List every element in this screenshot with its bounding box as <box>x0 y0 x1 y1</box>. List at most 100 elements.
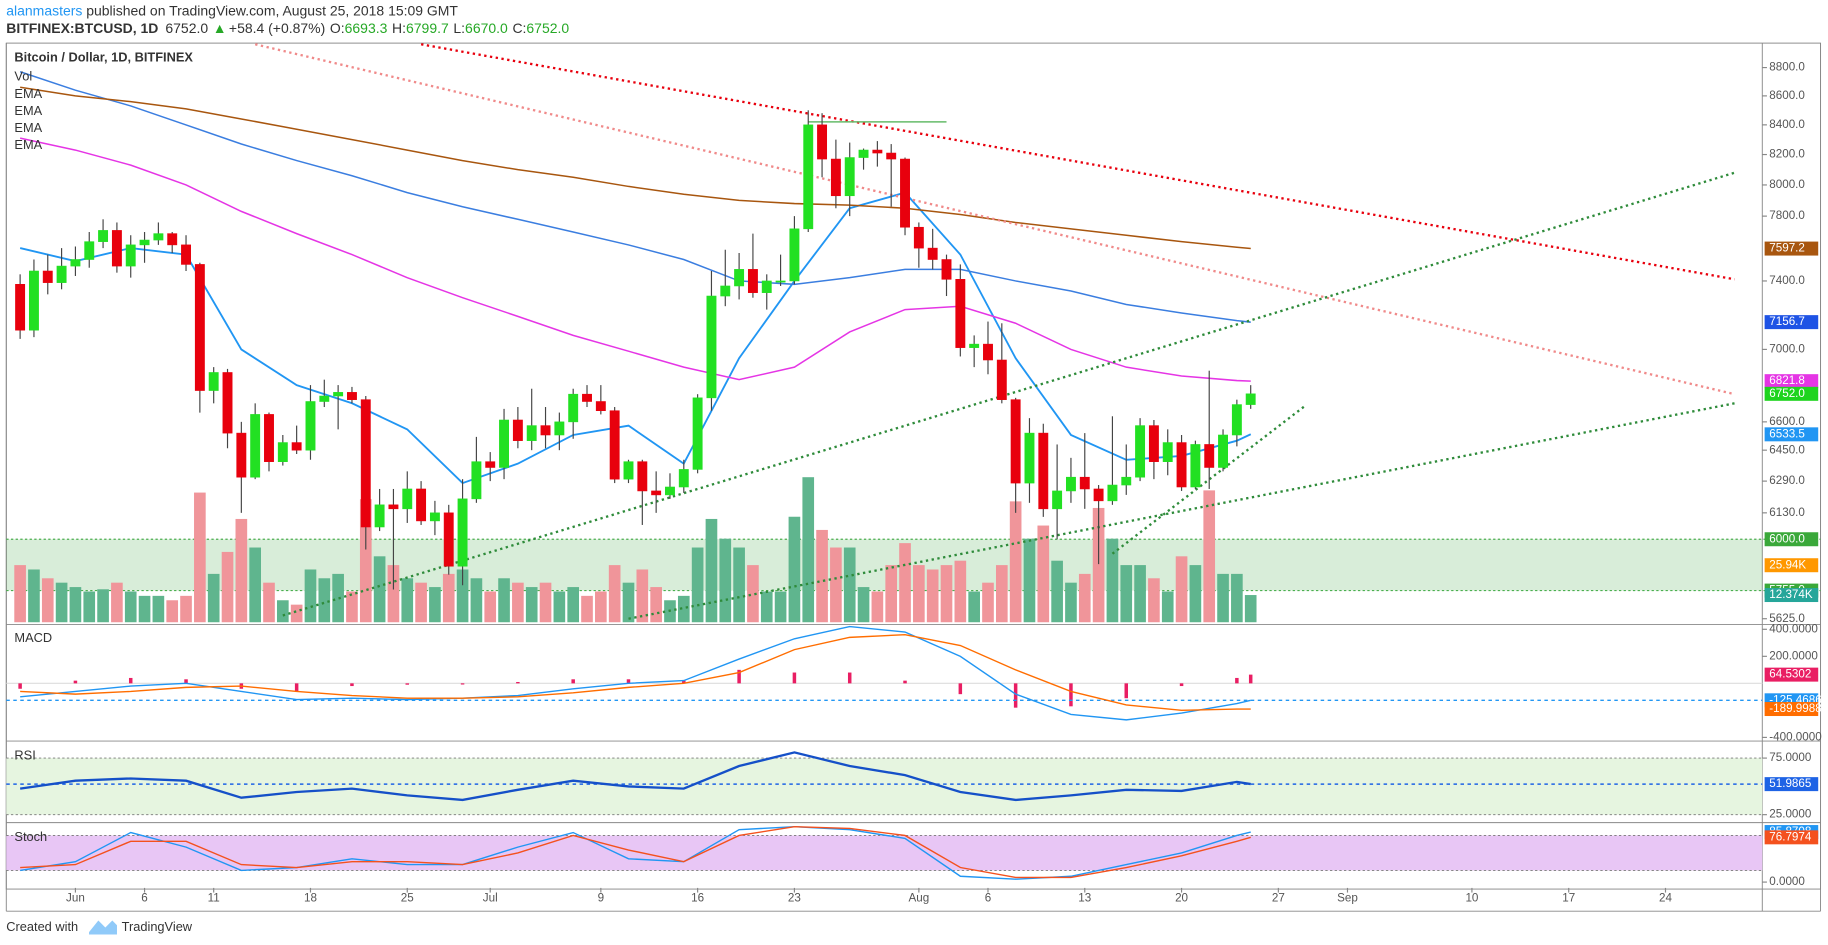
volume-bar <box>484 591 497 623</box>
value-badge-label: 64.5302 <box>1769 668 1811 681</box>
histogram-bar <box>903 680 907 684</box>
histogram-bar <box>792 672 797 684</box>
x-tick-label: 18 <box>304 891 317 904</box>
volume-bar <box>69 587 82 623</box>
volume-bar <box>553 591 566 623</box>
volume-bar <box>290 604 303 623</box>
volume-bar <box>1175 556 1188 623</box>
volume-bar <box>97 589 109 623</box>
candle-body <box>747 269 758 293</box>
volume-bar <box>774 591 787 623</box>
histogram-bar <box>516 681 520 684</box>
volume-bar <box>899 543 911 623</box>
trendline <box>420 43 1735 281</box>
candle-body <box>1121 476 1132 486</box>
volume-bar <box>1134 565 1146 623</box>
y-tick-label: 8600.0 <box>1769 89 1805 102</box>
candle-body <box>1245 393 1256 405</box>
volume-bar <box>816 529 828 623</box>
candle-body <box>540 425 551 436</box>
price-badge <box>1764 588 1819 603</box>
volume-bar <box>401 578 414 623</box>
volume-bar <box>885 565 898 623</box>
volume-bar <box>525 587 538 623</box>
volume-bar <box>691 547 704 623</box>
volume-bar <box>1244 595 1257 623</box>
x-tick-label: 10 <box>1465 891 1478 904</box>
price-badge-label: 6752.0 <box>1769 387 1805 400</box>
candle-body <box>886 152 897 160</box>
candle-body <box>70 259 81 267</box>
ohlc-value: 6752.0 <box>526 20 569 36</box>
candle-body <box>291 442 302 451</box>
price-badge <box>1764 241 1819 256</box>
volume-bar <box>318 578 331 623</box>
candle-body <box>277 442 288 462</box>
candle-body <box>858 149 869 158</box>
y-tick-label: 8400.0 <box>1769 118 1805 131</box>
legend-entry: EMA <box>14 137 42 152</box>
candle-body <box>360 399 371 528</box>
candle-body <box>1107 484 1118 502</box>
author[interactable]: alanmasters <box>6 2 82 18</box>
value-badge <box>1764 777 1819 792</box>
candle-body <box>153 233 164 241</box>
histogram-bar <box>460 683 465 685</box>
band <box>6 758 1763 815</box>
ohlc-key: C: <box>512 20 526 36</box>
candle-body <box>969 343 980 348</box>
candle-body <box>485 461 496 468</box>
ema-line <box>19 71 1251 323</box>
x-tick-label: Jul <box>483 891 498 904</box>
volume-bar <box>733 547 745 623</box>
volume-bar <box>456 569 469 623</box>
x-tick-label: 25 <box>401 891 414 904</box>
y-tick-label: 8000.0 <box>1769 178 1805 191</box>
indicator-line <box>20 633 1251 712</box>
volume-bar <box>498 578 510 623</box>
volume-bar <box>1203 490 1216 623</box>
price-badge <box>1764 374 1819 389</box>
histogram-bar <box>1235 677 1239 684</box>
volume-bar <box>1092 507 1105 623</box>
volume-bar <box>124 591 137 623</box>
candle-body <box>651 490 662 496</box>
candle-body <box>457 498 468 567</box>
candle-body <box>236 432 247 478</box>
y-tick-label: 5625.0 <box>1769 612 1805 625</box>
value-badge <box>1764 702 1819 717</box>
candle-body <box>194 264 205 391</box>
volume-bar <box>1051 560 1063 623</box>
candle-body <box>416 488 427 522</box>
volume-bar <box>788 516 801 623</box>
volume-bar <box>55 582 68 623</box>
volume-bar <box>913 565 925 623</box>
volume-bar <box>857 587 870 623</box>
y-tick-label: 7000.0 <box>1769 342 1805 355</box>
volume-bar <box>138 595 151 623</box>
volume-bar <box>705 518 718 623</box>
band <box>6 835 1763 871</box>
x-tick-label: 17 <box>1562 891 1575 904</box>
price-badge-label: 6000.0 <box>1769 532 1805 545</box>
volume-bar <box>83 591 96 623</box>
trendline <box>282 171 1736 617</box>
header-line: alanmasters published on TradingView.com… <box>6 2 458 18</box>
volume-bar <box>830 547 842 623</box>
volume-bar <box>650 587 662 623</box>
volume-bar <box>28 569 40 623</box>
candle-body <box>28 270 39 331</box>
ema-line <box>20 86 1251 250</box>
ohlc-key: O: <box>330 20 345 36</box>
volume-bar <box>926 569 939 623</box>
footer-brand[interactable]: TradingView <box>122 919 193 934</box>
histogram-bar <box>405 683 410 685</box>
candle-body <box>429 512 440 522</box>
candle-body <box>844 157 855 197</box>
pane-title: MACD <box>14 630 52 645</box>
histogram-bar <box>350 683 354 687</box>
candle-body <box>775 280 786 283</box>
candle-body <box>1162 442 1173 462</box>
histogram-bar <box>737 669 741 684</box>
